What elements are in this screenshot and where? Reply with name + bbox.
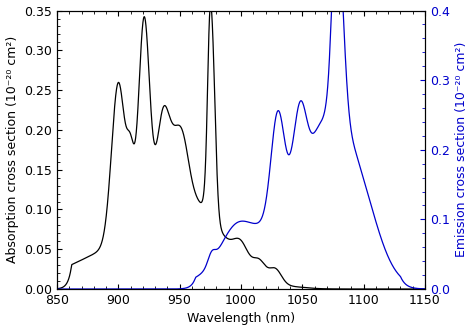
Y-axis label: Absorption cross section (10⁻²⁰ cm²): Absorption cross section (10⁻²⁰ cm²) [6,36,18,263]
X-axis label: Wavelength (nm): Wavelength (nm) [187,312,295,325]
Y-axis label: Emission cross section (10⁻²⁰ cm²): Emission cross section (10⁻²⁰ cm²) [456,42,468,258]
